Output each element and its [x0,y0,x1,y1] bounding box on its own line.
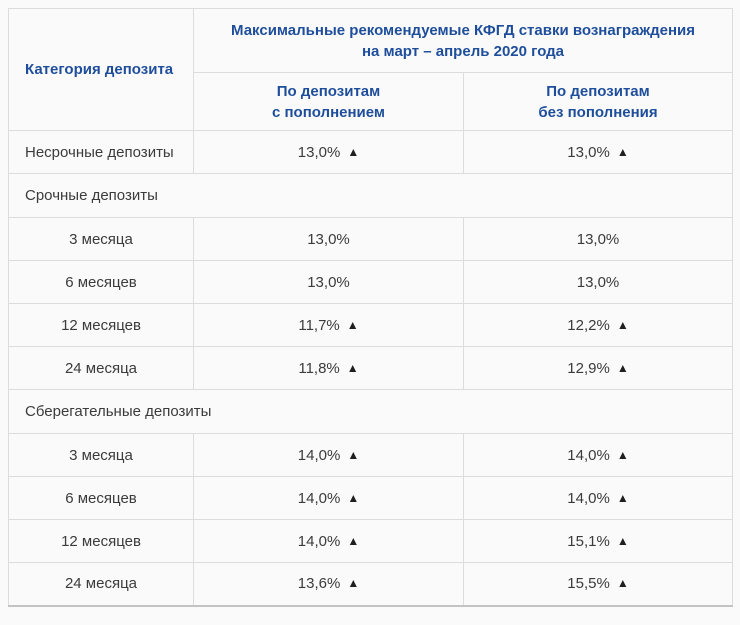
table-title-line2: на март – апрель 2020 года [361,42,565,60]
up-arrow-icon: ▲ [347,447,360,462]
category-label: 12 месяцев [8,519,194,563]
up-arrow-icon: ▲ [616,360,629,375]
rate-cell: 13,6% ▲ [193,562,464,606]
without-topup-line1: По депозитам [546,82,650,100]
up-arrow-icon: ▲ [347,144,360,159]
table-title: Максимальные рекомендуемые КФГД ставки в… [192,8,734,73]
rate-value: 13,6% [297,575,341,593]
rate-value: 13,0% [307,230,350,248]
table-row: 3 месяца 14,0% ▲ 14,0% ▲ [8,433,734,477]
rate-cell: 13,0% ▲ [462,130,734,174]
rate-value: 11,8% [298,359,340,377]
rate-value: 12,9% [567,359,610,377]
table-row: 3 месяца 13,0% 13,0% [8,217,734,261]
up-arrow-icon: ▲ [347,490,360,505]
rate-value: 14,0% [297,489,341,507]
category-header-label: Категория депозита [25,61,174,78]
header-row-subcolumns: По депозитам с пополнением По депозитам … [9,72,734,131]
rate-cell: 13,0% [193,260,464,304]
section-label: Срочные депозиты [7,173,734,218]
rate-cell: 12,2% ▲ [462,303,734,347]
up-arrow-icon: ▲ [616,533,629,548]
column-header-with-topup: По депозитам с пополнением [193,72,464,131]
rate-cell: 14,0% ▲ [193,476,464,520]
rate-value: 12,2% [567,316,610,334]
rate-cell: 11,8% ▲ [193,346,464,390]
table-title-line1: Максимальные рекомендуемые КФГД ставки в… [231,21,695,39]
up-arrow-icon: ▲ [347,576,360,591]
rate-value: 15,1% [567,532,610,550]
rate-cell: 13,0% ▲ [193,130,464,174]
up-arrow-icon: ▲ [616,447,629,462]
category-label: 24 месяца [8,562,194,606]
category-label: 12 месяцев [8,303,194,347]
rate-value: 14,0% [297,446,341,464]
without-topup-line2: без пополнения [538,103,658,121]
category-label: Несрочные депозиты [8,130,194,174]
table-row: 24 месяца 11,8% ▲ 12,9% ▲ [8,346,734,390]
up-arrow-icon: ▲ [616,144,629,159]
rate-cell: 14,0% ▲ [193,519,464,563]
category-label: 3 месяца [8,433,194,477]
column-header-category: Категория депозита [8,8,194,131]
table-row: Несрочные депозиты 13,0% ▲ 13,0% ▲ [8,130,734,174]
rate-value: 13,0% [576,230,620,248]
up-arrow-icon: ▲ [346,317,359,332]
deposit-rates-table: Категория депозита Максимальные рекоменд… [7,8,734,607]
rate-cell: 15,1% ▲ [462,519,734,563]
category-label: 24 месяца [8,346,194,390]
category-label: 6 месяцев [8,476,194,520]
section-row: Сберегательные депозиты [7,389,734,434]
table-row: 12 месяцев 14,0% ▲ 15,1% ▲ [8,519,734,563]
rate-value: 14,0% [567,446,610,464]
table-body: Несрочные депозиты 13,0% ▲ 13,0% ▲ Срочные де… [7,130,734,606]
up-arrow-icon: ▲ [616,490,629,505]
up-arrow-icon: ▲ [346,360,359,375]
header-row-title: Категория депозита Максимальные рекоменд… [8,8,734,131]
rate-value: 13,0% [297,143,341,161]
rate-cell: 12,9% ▲ [462,346,734,390]
rate-value: 13,0% [567,143,610,161]
section-label: Сберегательные депозиты [7,389,734,434]
table-row: 6 месяцев 13,0% 13,0% [8,260,734,304]
section-row: Срочные депозиты [7,173,734,218]
rate-cell: 11,7% ▲ [193,303,464,347]
rate-value: 14,0% [567,489,610,507]
rate-cell: 14,0% ▲ [462,433,734,477]
rate-value: 13,0% [576,273,620,291]
table-row: 24 месяца 13,6% ▲ 15,5% ▲ [8,562,734,606]
rate-value: 14,0% [297,532,341,550]
rate-cell: 13,0% [193,217,464,261]
up-arrow-icon: ▲ [616,317,629,332]
rate-cell: 14,0% ▲ [193,433,464,477]
rate-value: 13,0% [307,273,350,291]
rate-cell: 13,0% [462,217,734,261]
rate-cell: 13,0% [462,260,734,304]
table-row: 12 месяцев 11,7% ▲ 12,2% ▲ [8,303,734,347]
category-label: 3 месяца [8,217,194,261]
table-row: 6 месяцев 14,0% ▲ 14,0% ▲ [8,476,734,520]
rate-cell: 15,5% ▲ [462,562,734,606]
up-arrow-icon: ▲ [616,576,629,591]
rate-value: 15,5% [567,575,610,593]
column-header-without-topup: По депозитам без пополнения [462,72,734,131]
up-arrow-icon: ▲ [347,533,360,548]
rate-cell: 14,0% ▲ [462,476,734,520]
category-label: 6 месяцев [8,260,194,304]
table-header: Категория депозита Максимальные рекоменд… [8,8,734,131]
rate-value: 11,7% [298,316,340,334]
with-topup-line2: с пополнением [271,103,386,121]
with-topup-line1: По депозитам [276,82,381,100]
